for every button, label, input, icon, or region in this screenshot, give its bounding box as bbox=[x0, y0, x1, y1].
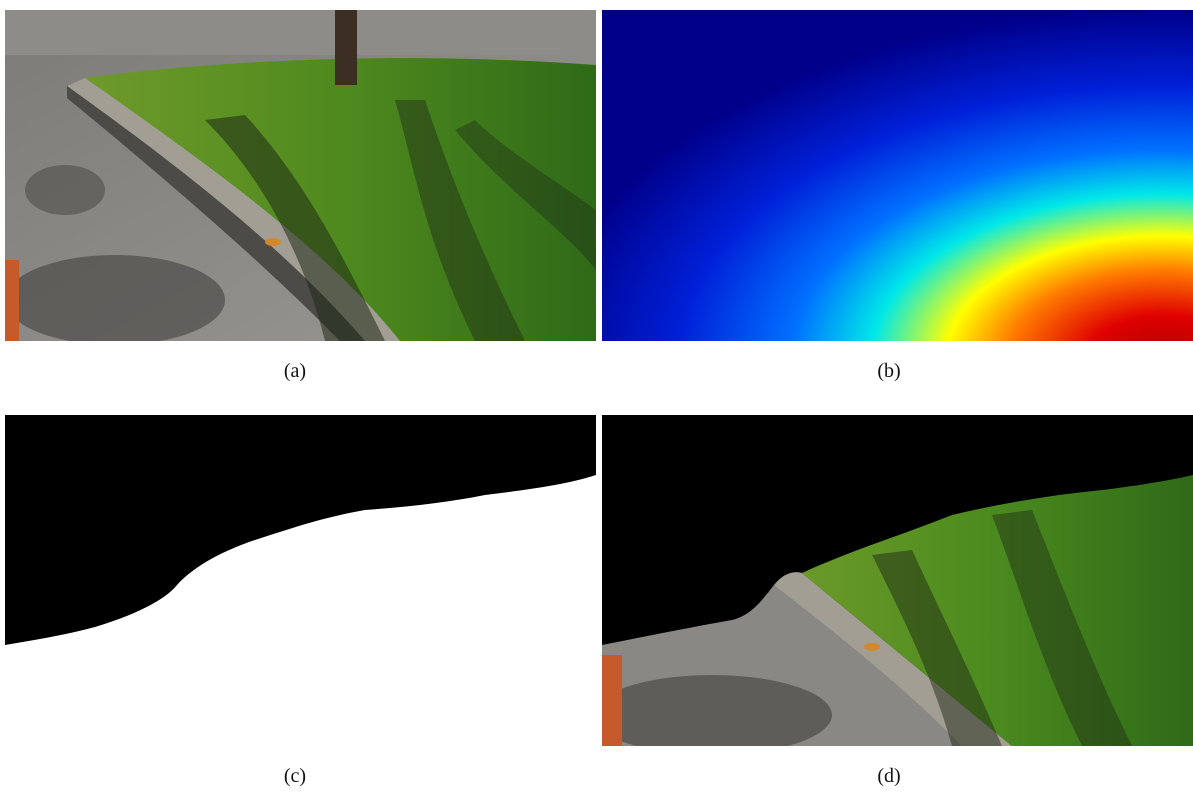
depth-heatmap bbox=[602, 10, 1193, 341]
masked-photo bbox=[602, 415, 1193, 746]
caption-d: (d) bbox=[877, 765, 901, 787]
panel-b-depth-map bbox=[602, 10, 1193, 341]
panel-c-binary-mask bbox=[5, 415, 596, 746]
panel-d-masked-image bbox=[602, 415, 1193, 746]
caption-c: (c) bbox=[283, 765, 307, 787]
mask-image bbox=[5, 415, 596, 746]
caption-a: (a) bbox=[283, 360, 307, 382]
panel-a-rgb-image bbox=[5, 10, 596, 341]
rgb-photo bbox=[5, 10, 596, 341]
caption-b: (b) bbox=[877, 360, 901, 382]
